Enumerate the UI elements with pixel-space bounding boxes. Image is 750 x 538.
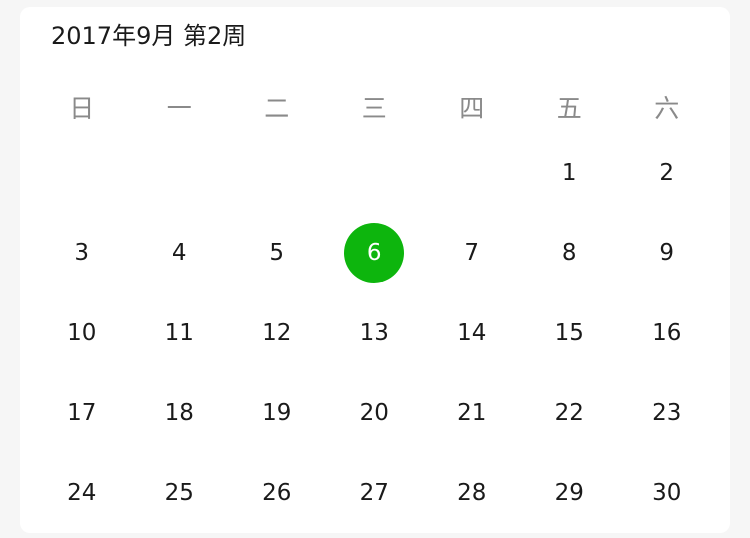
calendar-empty-cell [326, 133, 424, 213]
calendar-day-cell[interactable]: 27 [326, 453, 424, 533]
calendar-day-cell[interactable]: 11 [131, 293, 229, 373]
calendar-day[interactable]: 12 [262, 320, 292, 346]
calendar-day[interactable]: 19 [262, 400, 292, 426]
calendar-day-cell[interactable]: 30 [618, 453, 716, 533]
calendar-day[interactable]: 8 [561, 240, 577, 266]
calendar-day-cell[interactable]: 22 [521, 373, 619, 453]
calendar-day-cell[interactable]: 24 [33, 453, 131, 533]
weekday-tue: 二 [264, 94, 290, 123]
calendar-day[interactable]: 15 [554, 320, 584, 346]
calendar-day[interactable]: 3 [74, 240, 90, 266]
calendar-day-cell[interactable]: 12 [228, 293, 326, 373]
calendar-empty-cell [33, 133, 131, 213]
weekday-mon: 一 [166, 94, 192, 123]
calendar-day-cell[interactable]: 8 [521, 213, 619, 293]
weekday-sat: 六 [654, 94, 680, 123]
calendar-day-grid: 1 2 3 4 5 6 7 8 9 10 11 12 13 14 15 16 17 18 19 20 21 22 23 24 2… [33, 133, 716, 533]
calendar-day-cell[interactable]: 10 [33, 293, 131, 373]
calendar-day-cell[interactable]: 17 [33, 373, 131, 453]
calendar-day[interactable]: 18 [164, 400, 194, 426]
calendar-day[interactable]: 22 [554, 400, 584, 426]
calendar-day-cell[interactable]: 6 [326, 213, 424, 293]
calendar-day-selected[interactable]: 6 [344, 223, 405, 283]
calendar-day-cell[interactable]: 20 [326, 373, 424, 453]
calendar-empty-cell [228, 133, 326, 213]
calendar-day[interactable]: 24 [67, 480, 97, 506]
calendar-day-cell[interactable]: 19 [228, 373, 326, 453]
calendar-day-cell[interactable]: 3 [33, 213, 131, 293]
calendar-day[interactable]: 2 [659, 160, 675, 186]
calendar-day-cell[interactable]: 21 [423, 373, 521, 453]
calendar-day[interactable]: 17 [67, 400, 97, 426]
weekday-header: 日 一 二 三 四 五 六 [33, 91, 716, 127]
weekday-thu: 四 [459, 94, 485, 123]
calendar-empty-cell [423, 133, 521, 213]
calendar-day-cell[interactable]: 2 [618, 133, 716, 213]
calendar-day-cell[interactable]: 14 [423, 293, 521, 373]
calendar-day-cell[interactable]: 29 [521, 453, 619, 533]
calendar-day-cell[interactable]: 5 [228, 213, 326, 293]
calendar-day[interactable]: 30 [652, 480, 682, 506]
calendar-day[interactable]: 1 [561, 160, 577, 186]
calendar-day[interactable]: 23 [652, 400, 682, 426]
calendar-day[interactable]: 25 [164, 480, 194, 506]
calendar-day[interactable]: 21 [457, 400, 487, 426]
calendar-day-cell[interactable]: 1 [521, 133, 619, 213]
weekday-sun: 日 [69, 94, 95, 123]
calendar-day-cell[interactable]: 18 [131, 373, 229, 453]
calendar-day-cell[interactable]: 25 [131, 453, 229, 533]
calendar-day[interactable]: 29 [554, 480, 584, 506]
calendar-day-cell[interactable]: 23 [618, 373, 716, 453]
calendar-day[interactable]: 11 [164, 320, 194, 346]
calendar-day[interactable]: 5 [269, 240, 285, 266]
weekday-fri: 五 [556, 94, 582, 123]
calendar-empty-cell [131, 133, 229, 213]
calendar-day[interactable]: 16 [652, 320, 682, 346]
calendar-title: 2017年9月 第2周 [51, 22, 247, 50]
calendar-day[interactable]: 26 [262, 480, 292, 506]
calendar-day-cell[interactable]: 16 [618, 293, 716, 373]
calendar-day-cell[interactable]: 4 [131, 213, 229, 293]
calendar-day[interactable]: 28 [457, 480, 487, 506]
calendar-day-cell[interactable]: 9 [618, 213, 716, 293]
calendar-day[interactable]: 4 [171, 240, 187, 266]
calendar-day[interactable]: 27 [359, 480, 389, 506]
calendar-day-cell[interactable]: 13 [326, 293, 424, 373]
calendar-day[interactable]: 14 [457, 320, 487, 346]
calendar-card: 2017年9月 第2周 日 一 二 三 四 五 六 1 2 3 4 5 6 7 8 9 10 11 1… [20, 7, 730, 533]
calendar-day[interactable]: 20 [359, 400, 389, 426]
calendar-day[interactable]: 13 [359, 320, 389, 346]
calendar-day-cell[interactable]: 15 [521, 293, 619, 373]
calendar-day[interactable]: 9 [659, 240, 675, 266]
weekday-wed: 三 [361, 94, 387, 123]
calendar-day[interactable]: 10 [67, 320, 97, 346]
calendar-day-cell[interactable]: 28 [423, 453, 521, 533]
calendar-day-cell[interactable]: 7 [423, 213, 521, 293]
calendar-day[interactable]: 7 [464, 240, 480, 266]
calendar-day-cell[interactable]: 26 [228, 453, 326, 533]
